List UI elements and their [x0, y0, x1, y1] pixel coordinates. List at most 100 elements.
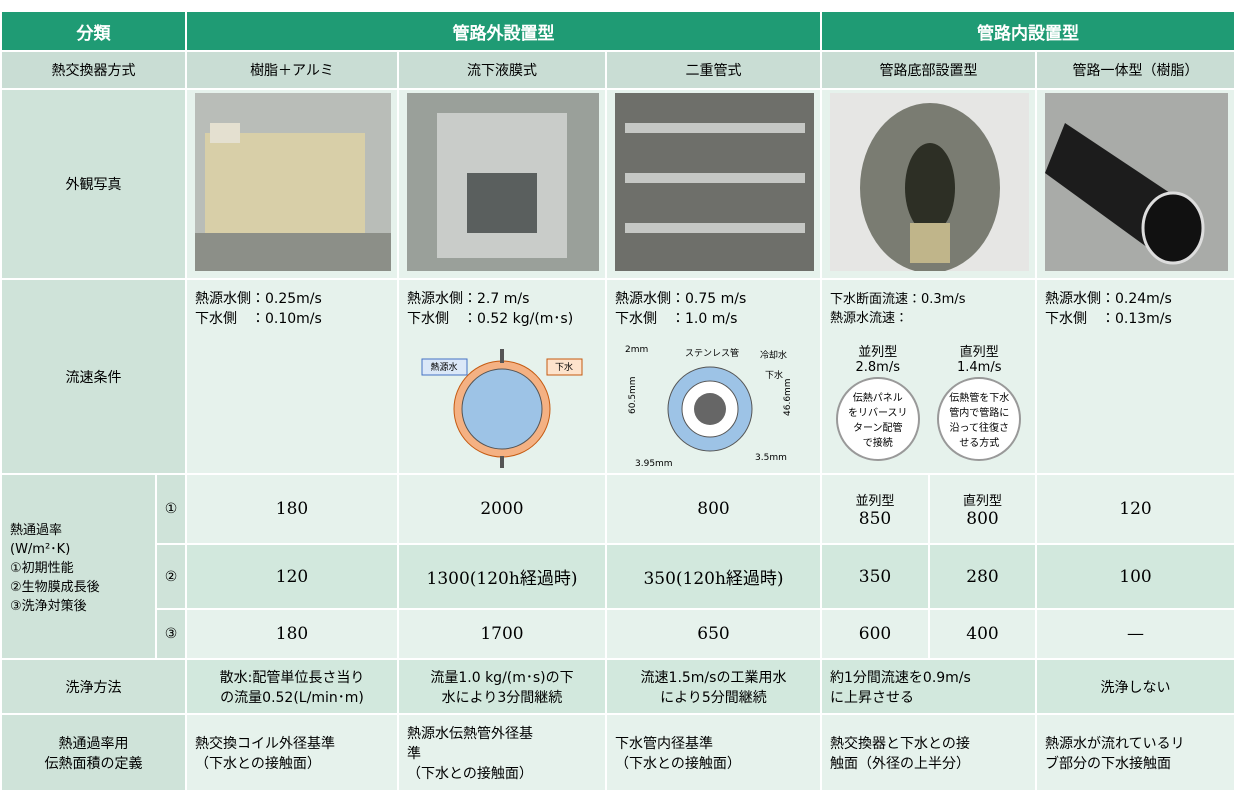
flow-cell: 熱源水側：2.7 m/s 下水側 ：0.52 kg/(m･s) 熱源水 下水 — [397, 278, 607, 475]
k-marker: ① — [155, 473, 187, 545]
k-sub: 並列型 — [855, 493, 895, 509]
k-value: 並列型 850 — [820, 473, 930, 545]
wash-row: 洗浄方法 散水:配管単位長さ当り の流量0.52(L/min･m) 流量1.0 … — [0, 658, 1234, 715]
header-cell: 管路内設置型 — [820, 10, 1234, 52]
photo — [830, 93, 1029, 273]
k-value: 2000 — [397, 473, 607, 545]
k-value: 180 — [185, 608, 399, 660]
k-value: 1300(120h経過時) — [397, 543, 607, 610]
k-value: 120 — [1035, 473, 1234, 545]
subheader-cell: 樹脂＋アルミ — [185, 50, 399, 90]
header-cell: 管路外設置型 — [185, 10, 822, 52]
k-row: 熱通過率 (W/m²･K) ①初期性能 ②生物膜成長後 ③洗浄対策後 ① 180… — [0, 473, 1234, 660]
k-value: 800 — [605, 473, 822, 545]
row-label: 熱通過率用 伝熱面積の定義 — [0, 713, 187, 792]
k-value: 650 — [605, 608, 822, 660]
sub-type-desc: 伝熱パネル をリバースリ ターン配管 で接続 — [835, 377, 920, 461]
flow-cell: 熱源水側：0.24m/s 下水側 ：0.13m/s — [1035, 278, 1234, 475]
flow-row: 流速条件 熱源水側：0.25m/s 下水側 ：0.10m/s 熱源水側：2.7 … — [0, 278, 1234, 475]
subheader-cell: 熱交換器方式 — [0, 50, 187, 90]
sub-types: 並列型 2.8m/s 伝熱パネル をリバースリ ターン配管 で接続 直列型 1.4m/… — [830, 341, 1027, 463]
area-cell: 熱交換器と下水との接 触面（外径の上半分） — [820, 713, 1037, 792]
area-cell: 熱源水伝熱管外径基 準 （下水との接触面） — [397, 713, 607, 792]
photo — [615, 93, 814, 271]
k-value: 280 — [928, 543, 1037, 610]
subheader-cell: 管路一体型（樹脂） — [1035, 50, 1234, 90]
k-value: 直列型 800 — [928, 473, 1037, 545]
k-value: 350(120h経過時) — [605, 543, 822, 610]
wash-cell: 流速1.5m/sの工業用水 により5分間継続 — [605, 658, 822, 715]
diagram-label: 60.5mm — [628, 376, 638, 414]
diagram: 熱源水 下水 — [421, 349, 583, 468]
header-row: 分類 管路外設置型 管路内設置型 — [0, 10, 1234, 52]
photo — [407, 93, 599, 271]
diagram-label: 3.95mm — [635, 459, 673, 469]
row-label: 洗浄方法 — [0, 658, 187, 715]
subheader-row: 熱交換器方式 樹脂＋アルミ 流下液膜式 二重管式 管路底部設置型 管路一体型（樹… — [0, 50, 1234, 90]
area-cell: 熱源水が流れているリ ブ部分の下水接触面 — [1035, 713, 1234, 792]
photo — [1045, 93, 1228, 271]
flow-cell: 下水断面流速：0.3m/s 熱源水流速： 並列型 2.8m/s 伝熱パネル をリバー… — [820, 278, 1037, 475]
row-label: 熱通過率 (W/m²･K) ①初期性能 ②生物膜成長後 ③洗浄対策後 — [0, 473, 157, 660]
photo-cell — [605, 88, 822, 280]
diagram-label: 下水 — [555, 361, 573, 373]
area-row: 熱通過率用 伝熱面積の定義 熱交換コイル外径基準 （下水との接触面） 熱源水伝熱… — [0, 713, 1234, 792]
photo-cell — [397, 88, 607, 280]
k-value: 1700 — [397, 608, 607, 660]
flow-text: 下水断面流速：0.3m/s 熱源水流速： — [830, 292, 966, 326]
flow-text: 熱源水側：2.7 m/s 下水側 ：0.52 kg/(m･s) — [407, 291, 574, 327]
photo-row: 外観写真 — [0, 88, 1234, 280]
wash-cell: 約1分間流速を0.9m/s に上昇させる — [820, 658, 1037, 715]
k-number: 800 — [966, 508, 999, 529]
sub-type-name: 並列型 — [858, 345, 898, 360]
k-value: 180 — [185, 473, 399, 545]
sub-type-speed: 2.8m/s — [855, 360, 901, 375]
flow-cell: 熱源水側：0.25m/s 下水側 ：0.10m/s — [185, 278, 399, 475]
k-row: ③ 180 1700 650 600 400 — — [1, 608, 1234, 660]
flow-cell: 熱源水側：0.75 m/s 下水側 ：1.0 m/s 2mm ステンレス管 冷却水下… — [605, 278, 822, 475]
diagram-label: 3.5mm — [755, 453, 787, 463]
k-value: 120 — [185, 543, 399, 610]
sub-type-desc: 伝熱管を下水 管内で管路に 沿って往復さ せる方式 — [937, 377, 1022, 461]
k-number: 850 — [858, 508, 892, 529]
wash-cell: 洗浄しない — [1035, 658, 1234, 715]
diagram-label: 冷却水 — [760, 349, 787, 361]
diagram-label: 2mm — [625, 345, 648, 355]
k-value: — — [1035, 608, 1234, 660]
diagram-label: ステンレス管 — [685, 347, 739, 359]
k-value: 100 — [1035, 543, 1234, 610]
wash-cell: 散水:配管単位長さ当り の流量0.52(L/min･m) — [185, 658, 399, 715]
subheader-cell: 管路底部設置型 — [820, 50, 1037, 90]
photo — [195, 93, 391, 271]
k-row: ② 120 1300(120h経過時) 350(120h経過時) 350 280… — [1, 543, 1234, 610]
k-value: 350 — [820, 543, 930, 610]
area-cell: 熱交換コイル外径基準 （下水との接触面） — [185, 713, 399, 792]
photo-cell — [1035, 88, 1234, 280]
subheader-cell: 二重管式 — [605, 50, 822, 90]
diagram-label: 熱源水 — [430, 361, 457, 373]
diagram-label: 下水 — [765, 369, 783, 381]
row-label: 流速条件 — [0, 278, 187, 475]
area-cell: 下水管内径基準 （下水との接触面） — [605, 713, 822, 792]
k-value: 400 — [928, 608, 1037, 660]
photo-cell — [820, 88, 1037, 280]
flow-text: 熱源水側：0.75 m/s 下水側 ：1.0 m/s — [615, 291, 747, 327]
k-marker: ③ — [155, 608, 187, 660]
comparison-table: 分類 管路外設置型 管路内設置型 熱交換器方式 樹脂＋アルミ 流下液膜式 二重管… — [0, 10, 1234, 792]
header-cell: 分類 — [0, 10, 187, 52]
sub-type-name: 直列型 — [959, 345, 999, 360]
sub-type: 並列型 2.8m/s 伝熱パネル をリバースリ ターン配管 で接続 — [830, 341, 926, 463]
k-marker: ② — [155, 543, 187, 610]
subheader-cell: 流下液膜式 — [397, 50, 607, 90]
k-value: 600 — [820, 608, 930, 660]
wash-cell: 流量1.0 kg/(m･s)の下 水により3分間継続 — [397, 658, 607, 715]
sub-type-speed: 1.4m/s — [957, 360, 1002, 375]
photo-cell — [185, 88, 399, 280]
sub-type: 直列型 1.4m/s 伝熱管を下水 管内で管路に 沿って往復さ せる方式 — [932, 341, 1028, 463]
row-label: 外観写真 — [0, 88, 187, 280]
diagram-label: 46.6mm — [783, 378, 793, 416]
k-sub: 直列型 — [962, 493, 1002, 509]
